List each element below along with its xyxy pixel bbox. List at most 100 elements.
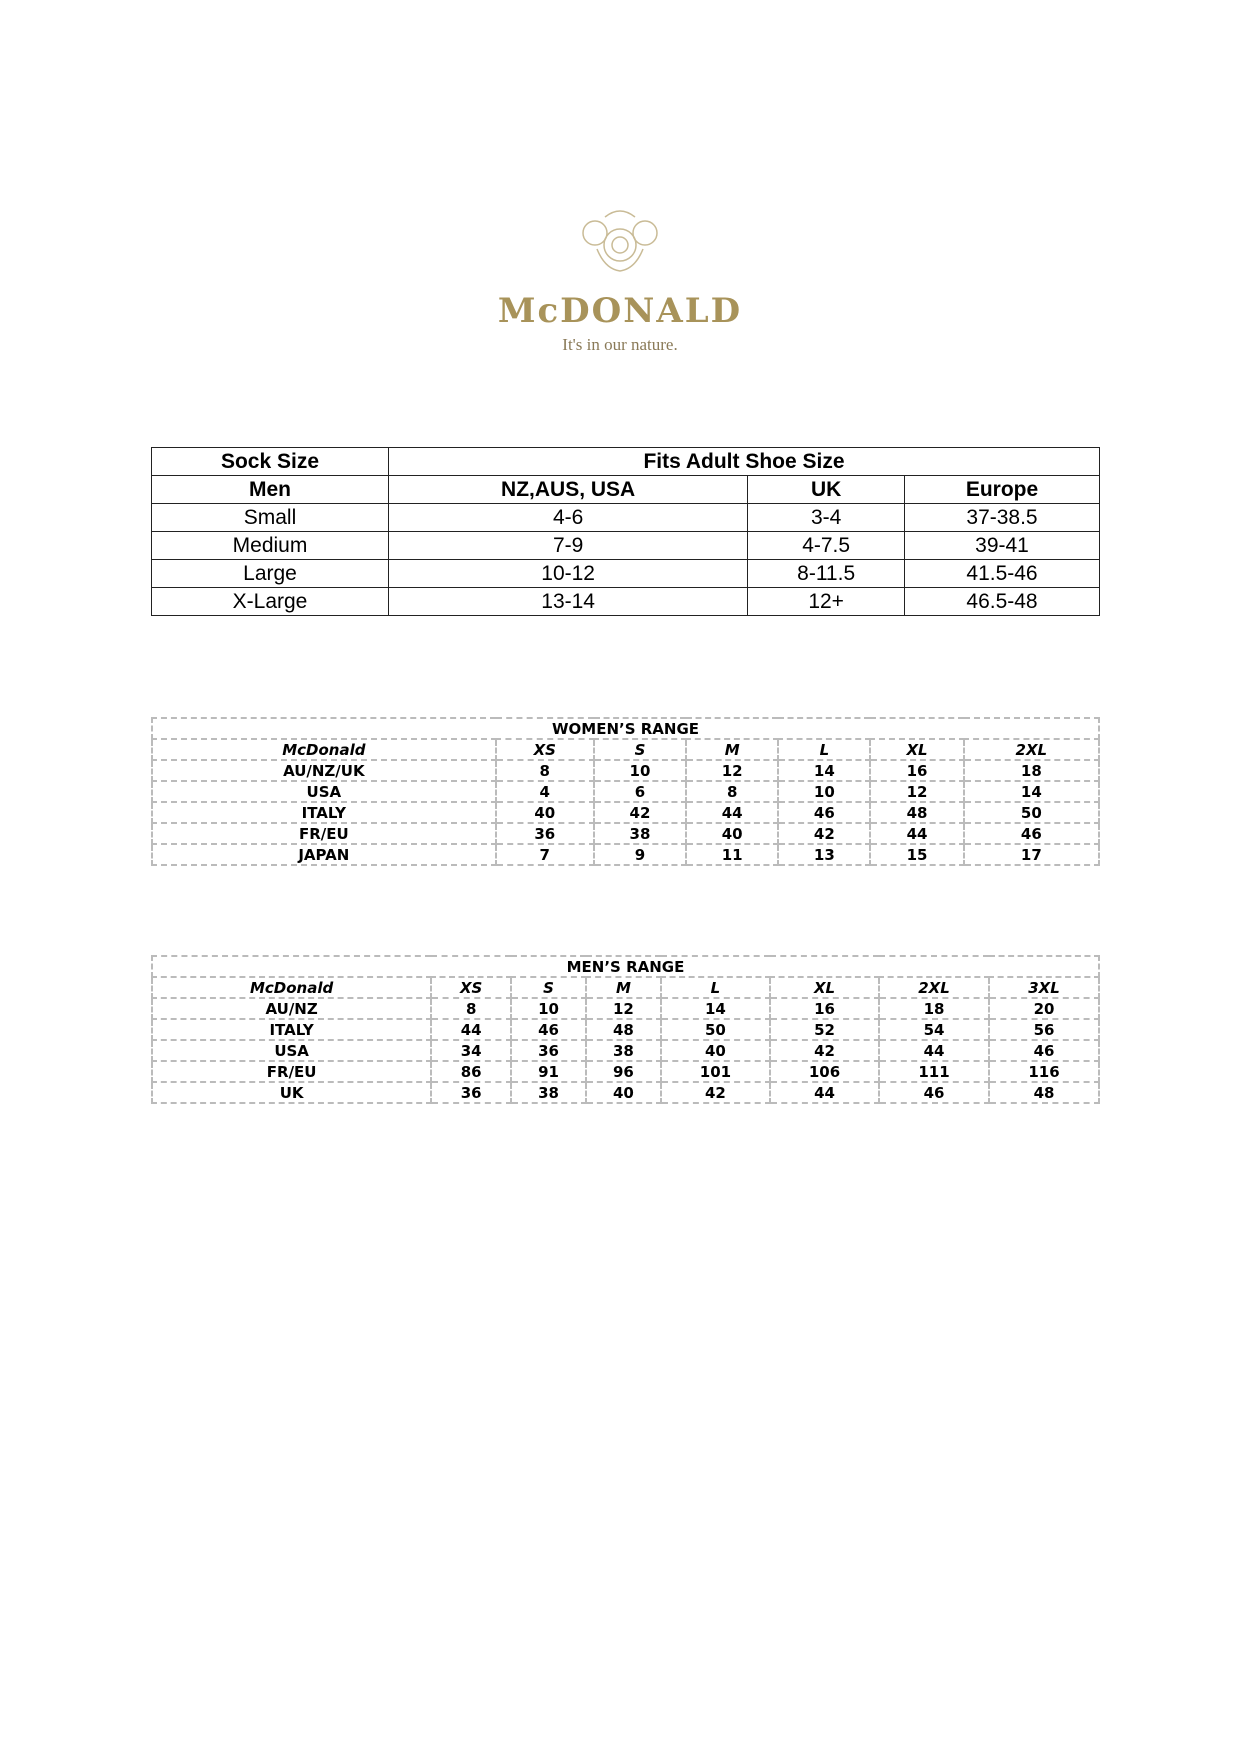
table-cell: 14 (777, 759, 872, 782)
table-cell: 37-38.5 (904, 503, 1100, 532)
brand-name: McDONALD (497, 291, 743, 331)
table-cell: 48 (869, 801, 965, 824)
table-cell: UK (150, 1081, 433, 1104)
column-header: L (777, 738, 872, 761)
table-cell: 8-11.5 (747, 559, 906, 588)
column-header-row: McDonald XS S M L XL 2XL 3XL (150, 976, 1100, 999)
column-header: McDonald (150, 976, 433, 999)
table-title: MEN’S RANGE (151, 955, 1100, 978)
table-cell: 14 (962, 780, 1101, 803)
table-cell: 91 (510, 1060, 587, 1083)
table-cell: 18 (878, 997, 990, 1020)
column-header: Men (151, 475, 389, 504)
table-row: ITALY 44 46 48 50 52 54 56 (150, 1018, 1100, 1041)
column-header: XL (768, 976, 881, 999)
table-cell: 41.5-46 (904, 559, 1100, 588)
table-cell: 10 (777, 780, 872, 803)
column-header: S (592, 738, 688, 761)
table-cell: 20 (988, 997, 1100, 1020)
table-row: Large 10-12 8-11.5 41.5-46 (151, 559, 1100, 588)
table-cell: 38 (510, 1081, 587, 1104)
table-cell: 13-14 (387, 587, 749, 616)
table-cell: 42 (768, 1039, 881, 1062)
table-cell: 6 (592, 780, 688, 803)
column-header: L (659, 976, 771, 999)
header-cell: Sock Size (151, 447, 389, 476)
table-cell: 38 (592, 822, 688, 845)
table-cell: 16 (768, 997, 881, 1020)
column-header: M (685, 738, 780, 761)
table-cell: 12 (869, 780, 965, 803)
table-cell: 7-9 (387, 531, 749, 560)
table-cell: 44 (685, 801, 780, 824)
table-cell: 54 (878, 1018, 990, 1041)
table-cell: 12 (685, 759, 780, 782)
table-cell: X-Large (151, 587, 389, 616)
table-cell: 15 (869, 843, 965, 866)
table-cell: Large (151, 559, 389, 588)
table-cell: JAPAN (151, 843, 497, 866)
table-cell: 44 (430, 1018, 513, 1041)
table-cell: USA (150, 1039, 433, 1062)
table-cell: 52 (768, 1018, 881, 1041)
table-cell: 3-4 (747, 503, 906, 532)
table-cell: 36 (494, 822, 595, 845)
column-header: M (584, 976, 662, 999)
table-cell: 18 (962, 759, 1101, 782)
table-cell: 42 (659, 1081, 771, 1104)
table-cell: AU/NZ (150, 997, 433, 1020)
table-cell: 44 (768, 1081, 881, 1104)
column-header: NZ,AUS, USA (387, 475, 749, 504)
column-header: 2XL (878, 976, 990, 999)
table-cell: 8 (494, 759, 595, 782)
table-cell: 48 (988, 1081, 1100, 1104)
table-cell: 13 (777, 843, 872, 866)
table-cell: 34 (430, 1039, 513, 1062)
table-cell: 17 (962, 843, 1101, 866)
table-cell: 44 (869, 822, 965, 845)
table-cell: 40 (584, 1081, 662, 1104)
table-cell: 39-41 (904, 531, 1100, 560)
crest-icon (582, 210, 658, 272)
table-row: FR/EU 36 38 40 42 44 46 (151, 822, 1101, 845)
column-header: S (510, 976, 587, 999)
table-cell: 86 (430, 1060, 513, 1083)
table-cell: 96 (584, 1060, 662, 1083)
table-cell: 7 (494, 843, 595, 866)
header-cell: Fits Adult Shoe Size (388, 447, 1100, 476)
table-cell: 16 (869, 759, 965, 782)
column-header: 2XL (962, 738, 1101, 761)
table-cell: Small (151, 503, 389, 532)
table-cell: 12 (584, 997, 662, 1020)
table-cell: 46 (962, 822, 1101, 845)
table-cell: 111 (878, 1060, 990, 1083)
table-cell: 40 (494, 801, 595, 824)
table-cell: 44 (878, 1039, 990, 1062)
table-row: X-Large 13-14 12+ 46.5-48 (151, 587, 1100, 616)
table-cell: 4 (494, 780, 595, 803)
table-cell: 8 (430, 997, 513, 1020)
column-header: Europe (904, 475, 1100, 504)
table-cell: 14 (659, 997, 771, 1020)
table-cell: 56 (988, 1018, 1100, 1041)
column-header: 3XL (988, 976, 1100, 999)
table-row: Medium 7-9 4-7.5 39-41 (151, 531, 1100, 560)
table-cell: 46 (777, 801, 872, 824)
table-cell: USA (151, 780, 497, 803)
sock-size-table: Sock Size Fits Adult Shoe Size Men NZ,AUS… (151, 447, 1100, 616)
table-cell: ITALY (151, 801, 497, 824)
column-header: UK (747, 475, 906, 504)
table-cell: 116 (988, 1060, 1100, 1083)
table-cell: 106 (768, 1060, 881, 1083)
table-row: USA 34 36 38 40 42 44 46 (150, 1039, 1100, 1062)
table-title: WOMEN’S RANGE (151, 717, 1100, 740)
table-cell: 4-6 (387, 503, 749, 532)
table-cell: 46 (878, 1081, 990, 1104)
table-row: ITALY 40 42 44 46 48 50 (151, 801, 1101, 824)
table-cell: 42 (592, 801, 688, 824)
table-cell: 46 (988, 1039, 1100, 1062)
column-header: XL (869, 738, 965, 761)
table-row: JAPAN 7 9 11 13 15 17 (151, 843, 1101, 866)
table-cell: 12+ (747, 587, 906, 616)
